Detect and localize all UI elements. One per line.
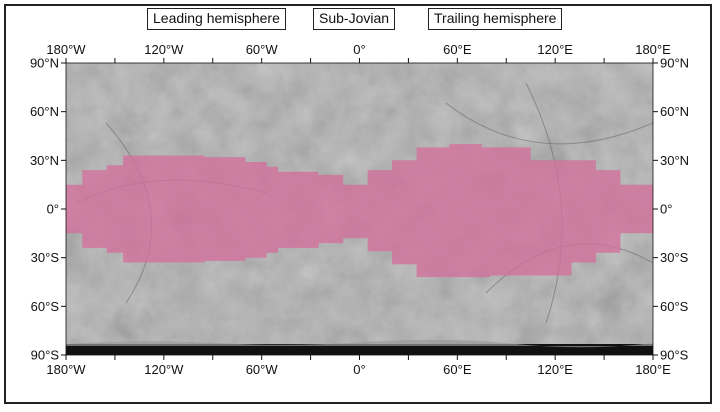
sub-jovian-label: Sub-Jovian [313, 8, 396, 30]
right-latitude-label: 60°N [660, 104, 689, 119]
right-latitude-label: 90°N [660, 56, 689, 71]
top-longitude-label: 180°W [46, 42, 86, 57]
left-latitude-label: 60°S [31, 299, 60, 314]
bottom-longitude-label: 120°W [144, 362, 184, 377]
left-latitude-label: 30°S [31, 250, 60, 265]
top-longitude-label: 0° [353, 42, 365, 57]
trailing-hemisphere-label: Trailing hemisphere [428, 8, 563, 30]
top-longitude-label: 120°E [537, 42, 573, 57]
right-latitude-label: 30°N [660, 153, 689, 168]
leading-hemisphere-label: Leading hemisphere [147, 8, 286, 30]
left-latitude-label: 30°N [30, 153, 59, 168]
right-latitude-label: 90°S [660, 348, 689, 363]
left-latitude-label: 90°S [31, 348, 60, 363]
top-longitude-label: 60°E [443, 42, 472, 57]
right-latitude-label: 30°S [660, 250, 689, 265]
bottom-longitude-label: 120°E [537, 362, 573, 377]
bottom-longitude-label: 0° [353, 362, 365, 377]
bottom-longitude-label: 60°W [246, 362, 279, 377]
axis-ticks [61, 58, 658, 360]
top-longitude-label: 60°W [246, 42, 279, 57]
left-latitude-label: 0° [47, 202, 59, 217]
bottom-longitude-label: 180°W [46, 362, 86, 377]
bottom-longitude-label: 180°E [635, 362, 671, 377]
right-latitude-label: 0° [660, 202, 672, 217]
left-latitude-label: 90°N [30, 56, 59, 71]
axis-labels: 180°W 180°W 120°W 120°W 60°W 60°W 0° 0° 60°E 60°E… [30, 42, 689, 377]
bottom-longitude-label: 60°E [443, 362, 472, 377]
top-longitude-label: 120°W [144, 42, 184, 57]
highlight-region [66, 144, 653, 278]
left-latitude-label: 60°N [30, 104, 59, 119]
top-longitude-label: 180°E [635, 42, 671, 57]
right-latitude-label: 60°S [660, 299, 689, 314]
